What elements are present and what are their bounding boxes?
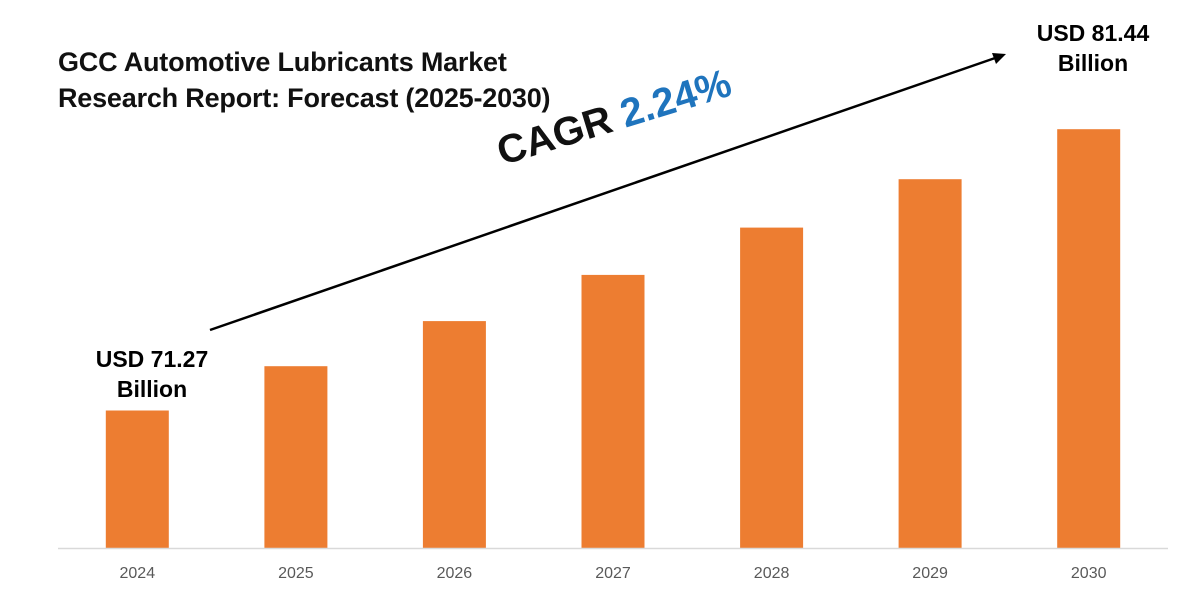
x-tick-label: 2030 bbox=[1071, 565, 1107, 582]
start-value-unit: Billion bbox=[116, 376, 188, 402]
chart-title-line-1: GCC Automotive Lubricants Market bbox=[58, 47, 507, 77]
bar-2024 bbox=[105, 410, 169, 548]
start-value-amount: USD 71.27 bbox=[95, 346, 209, 372]
chart-title-line-2: Research Report: Forecast (2025-2030) bbox=[58, 83, 551, 113]
x-tick-label: 2025 bbox=[278, 565, 314, 582]
x-tick-label: 2026 bbox=[437, 565, 473, 582]
x-tick-labels: 2024 2025 2026 2027 2028 2029 2030 bbox=[120, 565, 1107, 582]
bar-2025 bbox=[264, 366, 328, 548]
bar-2030 bbox=[1057, 129, 1121, 548]
bar-2027 bbox=[581, 274, 645, 548]
end-value-amount: USD 81.44 bbox=[1036, 20, 1150, 46]
x-tick-label: 2024 bbox=[120, 565, 156, 582]
bar-2028 bbox=[740, 227, 804, 548]
bar-2026 bbox=[422, 321, 486, 548]
x-tick-label: 2028 bbox=[754, 565, 790, 582]
chart-title: GCC Automotive Lubricants Market Researc… bbox=[58, 44, 551, 116]
x-tick-label: 2029 bbox=[912, 565, 948, 582]
trend-arrow-line bbox=[209, 55, 999, 332]
end-value-unit: Billion bbox=[1057, 50, 1129, 76]
bars-group bbox=[105, 129, 1121, 548]
trend-arrow bbox=[209, 53, 1006, 332]
trend-arrow-head bbox=[992, 53, 1006, 64]
end-value-callout: USD 81.44 Billion bbox=[1018, 18, 1168, 78]
x-tick-label: 2027 bbox=[595, 565, 631, 582]
bar-2029 bbox=[898, 179, 962, 548]
start-value-callout: USD 71.27 Billion bbox=[72, 344, 232, 404]
